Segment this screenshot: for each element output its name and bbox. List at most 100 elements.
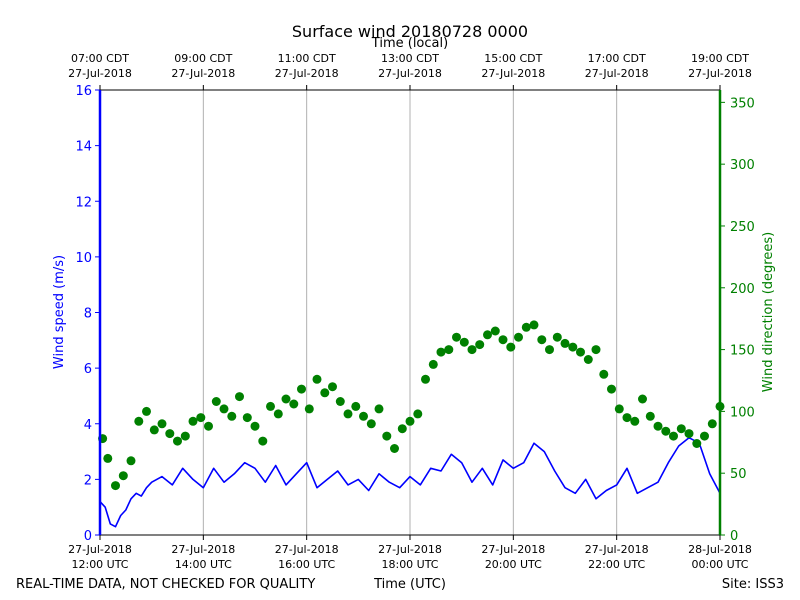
left-tick-label: 6 <box>84 362 92 377</box>
top-tick-date: 27-Jul-2018 <box>68 67 132 80</box>
wind-direction-point <box>645 411 655 421</box>
wind-direction-point <box>273 409 283 419</box>
wind-direction-point <box>630 416 640 426</box>
bottom-tick-date: 27-Jul-2018 <box>68 543 132 556</box>
wind-direction-point <box>374 404 384 414</box>
wind-direction-point <box>180 431 190 441</box>
wind-direction-point <box>467 345 477 355</box>
x-axis-label: Time (UTC) <box>373 577 446 592</box>
right-tick-label: 350 <box>730 96 755 111</box>
top-axis-ticks: 07:00 CDT 27-Jul-2018 09:00 CDT 27-Jul-2018… <box>68 52 752 90</box>
wind-direction-point <box>196 413 206 423</box>
wind-direction-point <box>700 431 709 441</box>
wind-direction-point <box>707 419 717 429</box>
right-tick-label: 200 <box>730 282 755 297</box>
wind-direction-point <box>142 406 151 416</box>
wind-direction-point <box>490 326 500 336</box>
wind-direction-point <box>537 335 547 345</box>
bottom-tick-time: 00:00 UTC <box>691 558 748 571</box>
left-tick-label: 14 <box>75 140 92 155</box>
wind-direction-point <box>514 332 523 342</box>
top-tick-time: 13:00 CDT <box>381 52 439 65</box>
wind-direction-point <box>111 481 120 491</box>
wind-direction-point <box>529 320 539 330</box>
site-label: Site: ISS3 <box>722 577 784 592</box>
wind-direction-series <box>98 320 725 491</box>
bottom-tick-time: 16:00 UTC <box>278 558 335 571</box>
wind-direction-point <box>227 411 237 421</box>
wind-direction-point <box>483 330 492 340</box>
chart-title: Surface wind 20180728 0000 <box>292 22 528 41</box>
top-tick-date: 27-Jul-2018 <box>378 67 442 80</box>
wind-direction-point <box>607 384 616 394</box>
bottom-tick-date: 27-Jul-2018 <box>171 543 235 556</box>
wind-direction-point <box>560 338 570 348</box>
wind-direction-point <box>335 397 345 406</box>
wind-direction-point <box>459 337 469 347</box>
wind-direction-point <box>165 429 175 439</box>
wind-direction-point <box>281 394 291 404</box>
right-tick-label: 100 <box>730 405 755 420</box>
top-tick-date: 27-Jul-2018 <box>275 67 339 80</box>
right-tick-label: 150 <box>730 344 755 359</box>
wind-direction-point <box>552 332 562 342</box>
wind-direction-point <box>149 425 159 435</box>
wind-direction-point <box>506 342 516 352</box>
top-tick-time: 15:00 CDT <box>484 52 542 65</box>
wind-direction-point <box>266 401 275 411</box>
wind-direction-point <box>103 453 113 463</box>
wind-direction-point <box>684 429 694 439</box>
right-tick-label: 300 <box>730 158 755 173</box>
right-axis-ticks: 0 50 100 150 200 250 300 350 <box>720 96 755 544</box>
bottom-tick-time: 14:00 UTC <box>175 558 232 571</box>
wind-direction-point <box>676 424 686 434</box>
wind-direction-point <box>304 404 314 414</box>
wind-direction-point <box>126 456 136 466</box>
top-tick-date: 27-Jul-2018 <box>585 67 649 80</box>
wind-direction-point <box>444 345 454 355</box>
wind-speed-series <box>99 436 721 528</box>
wind-direction-point <box>622 413 632 423</box>
wind-direction-point <box>235 392 244 402</box>
wind-direction-point <box>638 394 647 404</box>
wind-direction-point <box>219 404 229 414</box>
footer-disclaimer: REAL-TIME DATA, NOT CHECKED FOR QUALITY <box>16 577 315 592</box>
wind-direction-point <box>545 345 554 355</box>
wind-direction-point <box>390 444 399 453</box>
left-tick-label: 8 <box>84 307 92 322</box>
wind-direction-point <box>583 355 593 364</box>
top-tick-time: 17:00 CDT <box>588 52 646 65</box>
wind-direction-point <box>421 374 430 384</box>
right-tick-label: 0 <box>730 529 738 544</box>
wind-direction-point <box>320 388 330 398</box>
top-tick-time: 11:00 CDT <box>278 52 336 65</box>
wind-direction-point <box>405 416 415 426</box>
left-axis-ticks: 0 2 4 6 8 10 12 14 16 <box>75 84 100 544</box>
wind-direction-point <box>366 419 376 429</box>
bottom-tick-date: 27-Jul-2018 <box>275 543 339 556</box>
wind-direction-point <box>661 426 671 436</box>
left-tick-label: 0 <box>84 529 92 544</box>
wind-direction-point <box>328 382 337 392</box>
right-tick-label: 50 <box>730 467 747 482</box>
bottom-tick-time: 18:00 UTC <box>381 558 438 571</box>
wind-direction-point <box>173 436 182 446</box>
wind-direction-point <box>599 369 609 379</box>
bottom-tick-time: 12:00 UTC <box>71 558 128 571</box>
wind-direction-point <box>614 404 624 414</box>
wind-direction-point <box>157 419 167 429</box>
bottom-axis-ticks: 27-Jul-2018 12:00 UTC 27-Jul-2018 14:00 UTC… <box>68 535 752 571</box>
wind-direction-point <box>576 347 585 357</box>
bottom-tick-time: 22:00 UTC <box>588 558 645 571</box>
wind-direction-point <box>289 399 299 409</box>
bottom-tick-date: 28-Jul-2018 <box>688 543 752 556</box>
wind-direction-point <box>428 359 438 369</box>
wind-direction-point <box>498 335 508 345</box>
wind-direction-point <box>242 413 252 423</box>
wind-direction-point <box>312 374 322 384</box>
left-tick-label: 16 <box>75 84 92 99</box>
left-tick-label: 10 <box>75 251 92 266</box>
wind-direction-point <box>452 332 461 342</box>
right-axis-label: Wind direction (degrees) <box>761 232 776 392</box>
